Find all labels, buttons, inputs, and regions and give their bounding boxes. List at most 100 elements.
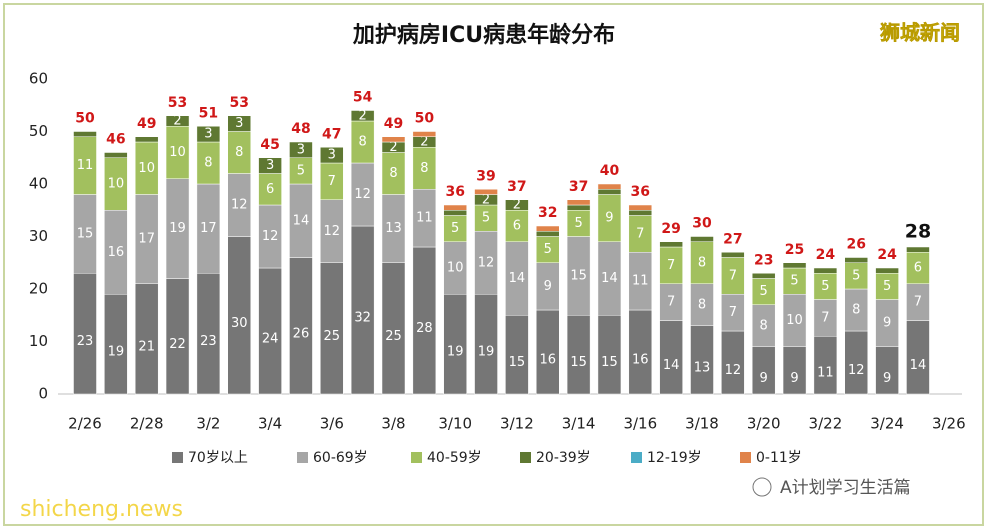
total-label: 54 — [353, 90, 373, 106]
x-tick-label: 3/10 — [438, 415, 472, 433]
segment-label: 15 — [77, 226, 94, 241]
total-label: 36 — [445, 184, 464, 200]
segment-label: 16 — [632, 353, 649, 368]
segment-label: 9 — [883, 371, 891, 386]
bar-segment — [196, 126, 221, 143]
total-label: 24 — [877, 247, 897, 263]
segment-label: 14 — [509, 271, 526, 286]
bar-segment — [628, 204, 653, 211]
x-tick-label: 3/6 — [320, 415, 344, 433]
segment-label: 17 — [138, 232, 155, 247]
segment-label: 8 — [359, 135, 367, 150]
total-label: 26 — [847, 237, 866, 253]
segment-label: 9 — [760, 371, 768, 386]
total-label: 48 — [291, 121, 310, 137]
segment-label: 3 — [328, 148, 336, 163]
segment-label: 11 — [416, 211, 433, 226]
segment-label: 7 — [328, 174, 336, 189]
bar-segment — [258, 157, 282, 174]
segment-label: 3 — [266, 158, 274, 173]
legend-label: 40-59岁 — [427, 450, 482, 466]
segment-label: 28 — [416, 321, 433, 336]
x-tick-label: 3/4 — [258, 415, 282, 433]
segment-label: 12 — [478, 255, 495, 270]
y-tick-label: 40 — [29, 175, 48, 193]
total-label: 29 — [661, 221, 680, 237]
segment-label: 2 — [389, 140, 397, 155]
segment-label: 12 — [848, 363, 865, 378]
legend-swatch — [297, 452, 308, 463]
bar-segment — [813, 267, 838, 274]
segment-label: 24 — [262, 332, 279, 347]
total-label: 45 — [260, 137, 279, 153]
x-tick-label: 3/14 — [562, 415, 596, 433]
bar-segment — [165, 115, 190, 127]
segment-label: 5 — [574, 216, 582, 231]
segment-label: 15 — [509, 355, 526, 370]
segment-label: 25 — [385, 329, 402, 344]
legend-label: 70岁以上 — [188, 450, 248, 466]
segment-label: 8 — [204, 156, 212, 171]
bar-segment — [875, 267, 899, 274]
y-tick-label: 60 — [29, 70, 48, 88]
segment-label: 25 — [324, 329, 341, 344]
segment-label: 32 — [354, 311, 371, 326]
legend-swatch — [631, 452, 642, 463]
bar-segment — [844, 257, 868, 263]
bar-segment — [536, 231, 560, 237]
footer-right: A计划学习生活篇 — [780, 478, 911, 498]
bar-segment — [134, 136, 159, 143]
total-label: 28 — [905, 221, 931, 243]
legend-swatch — [740, 452, 751, 463]
segment-label: 5 — [852, 268, 860, 283]
x-tick-label: 3/18 — [685, 415, 719, 433]
bar-segment — [597, 189, 622, 195]
segment-label: 6 — [266, 182, 274, 197]
segment-label: 7 — [821, 310, 829, 325]
total-label: 50 — [415, 111, 435, 127]
segment-label: 12 — [725, 363, 742, 378]
total-label: 39 — [476, 168, 495, 184]
segment-label: 30 — [231, 316, 248, 331]
segment-label: 7 — [914, 295, 922, 310]
segment-label: 9 — [605, 211, 613, 226]
bar-segment — [412, 131, 437, 137]
bar-segment — [597, 183, 622, 190]
segment-label: 10 — [138, 161, 155, 176]
segment-label: 23 — [200, 334, 217, 349]
segment-label: 5 — [297, 163, 305, 178]
bar-segment — [443, 204, 467, 211]
x-tick-label: 3/26 — [932, 415, 966, 433]
segment-label: 13 — [694, 360, 711, 375]
segment-label: 14 — [293, 213, 310, 228]
segment-label: 5 — [821, 279, 829, 294]
segment-label: 7 — [667, 295, 675, 310]
chart-title: 加护病房ICU病患年龄分布 — [352, 22, 615, 48]
segment-label: 6 — [914, 261, 922, 276]
x-tick-label: 3/22 — [809, 415, 843, 433]
bar-segment — [566, 204, 591, 211]
x-tick-label: 3/24 — [870, 415, 904, 433]
segment-label: 16 — [539, 353, 556, 368]
segment-label: 5 — [451, 221, 459, 236]
segment-label: 6 — [513, 219, 521, 234]
x-tick-label: 3/16 — [623, 415, 657, 433]
bar-segment — [721, 252, 745, 258]
x-tick-label: 3/2 — [196, 415, 220, 433]
segment-label: 19 — [447, 345, 464, 360]
bar-segment — [104, 152, 128, 158]
segment-label: 12 — [324, 224, 341, 239]
segment-label: 5 — [544, 242, 552, 257]
segment-label: 15 — [570, 268, 587, 283]
legend-label: 0-11岁 — [756, 450, 802, 466]
x-tick-label: 2/28 — [130, 415, 164, 433]
bar-segment — [320, 147, 344, 164]
total-label: 24 — [816, 247, 836, 263]
bar-segment — [566, 199, 591, 206]
segment-label: 14 — [663, 358, 680, 373]
segment-label: 9 — [883, 316, 891, 331]
segment-label: 2 — [359, 108, 367, 123]
segment-label: 10 — [169, 145, 186, 160]
segment-label: 7 — [729, 305, 737, 320]
